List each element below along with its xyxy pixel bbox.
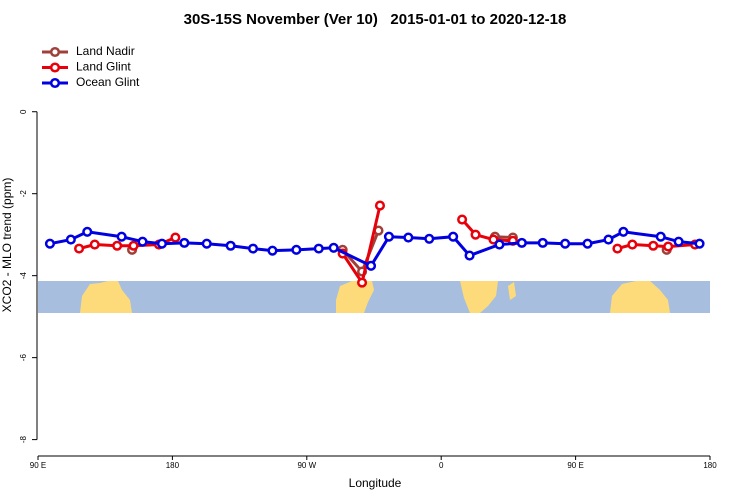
data-point <box>170 232 181 243</box>
legend-label: Land Nadir <box>76 44 135 58</box>
data-point <box>374 200 386 211</box>
x-tick-label: 180 <box>703 461 717 470</box>
data-point <box>560 238 571 249</box>
data-point <box>494 239 505 250</box>
legend-label: Land Glint <box>76 60 131 74</box>
data-point <box>179 237 190 248</box>
data-point <box>618 226 629 237</box>
legend-label: Ocean Glint <box>76 75 140 89</box>
data-point <box>612 243 623 254</box>
data-point <box>291 244 302 255</box>
data-point <box>74 243 85 254</box>
data-point <box>663 241 674 252</box>
legend-marker <box>49 62 61 73</box>
data-point <box>82 226 93 237</box>
data-point <box>225 240 236 251</box>
data-point <box>137 236 148 247</box>
data-point <box>328 242 339 253</box>
legend-marker <box>49 46 61 58</box>
data-point <box>116 231 127 242</box>
data-point <box>156 238 167 249</box>
data-point <box>313 243 324 254</box>
x-tick-label: 90 E <box>567 461 583 470</box>
data-point <box>582 238 593 249</box>
data-point <box>424 233 435 244</box>
y-tick-label: 0 <box>19 109 28 114</box>
data-point <box>201 238 212 249</box>
data-point <box>694 238 705 249</box>
data-point <box>383 231 394 242</box>
data-point <box>537 237 548 248</box>
data-point <box>403 232 414 243</box>
data-point <box>603 234 614 245</box>
data-point <box>448 231 459 242</box>
data-point <box>655 231 666 242</box>
data-point <box>627 239 638 250</box>
data-point <box>112 240 123 251</box>
data-point <box>128 240 139 251</box>
x-tick-label: 90 W <box>297 461 316 470</box>
data-point <box>516 237 527 248</box>
x-axis-label: Longitude <box>349 476 402 490</box>
legend-marker <box>49 77 61 89</box>
data-point <box>267 245 278 256</box>
data-point <box>357 277 368 288</box>
data-point <box>65 234 76 245</box>
x-tick-label: 90 E <box>30 461 46 470</box>
y-tick-label: -6 <box>19 354 28 362</box>
data-point <box>89 239 100 250</box>
y-axis-label: XCO2 - MLO trend (ppm) <box>0 178 14 313</box>
x-tick-label: 0 <box>439 461 444 470</box>
data-point <box>488 234 499 245</box>
data-point <box>247 243 259 254</box>
y-tick-label: -4 <box>19 272 28 280</box>
map-background <box>38 281 710 313</box>
data-point <box>648 240 659 251</box>
data-point <box>365 260 377 271</box>
x-tick-label: 180 <box>166 461 180 470</box>
y-tick-label: -2 <box>19 190 28 198</box>
data-point <box>464 250 475 261</box>
data-point <box>673 236 684 247</box>
chart-title: 30S-15S November (Ver 10) 2015-01-01 to … <box>184 11 567 28</box>
data-point <box>44 238 55 249</box>
y-tick-label: -8 <box>19 436 28 444</box>
data-point <box>470 229 481 240</box>
data-point <box>457 214 468 225</box>
